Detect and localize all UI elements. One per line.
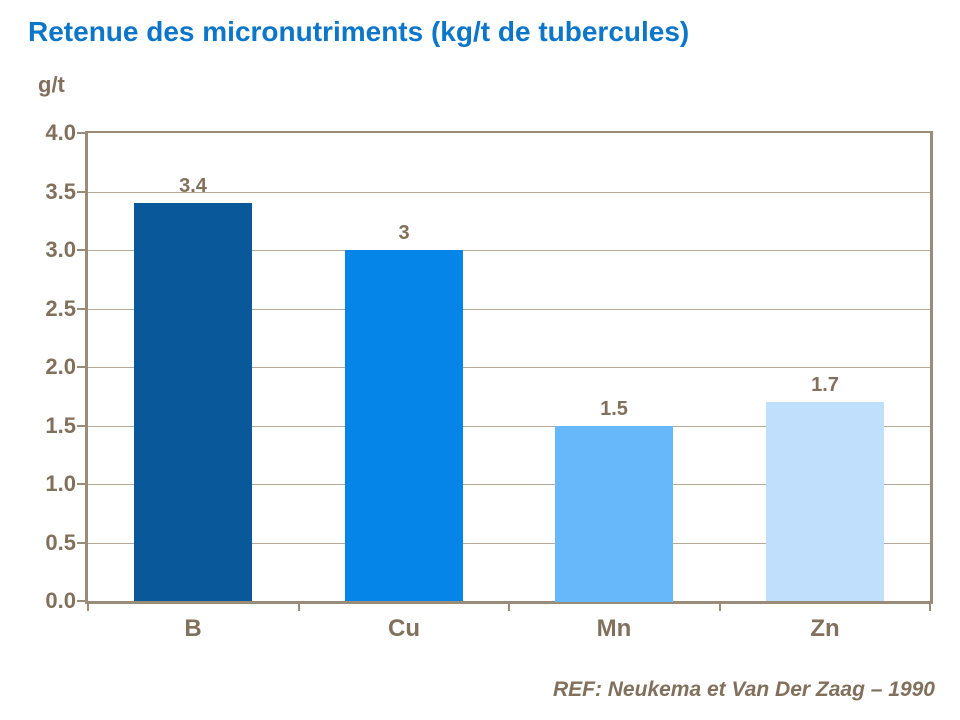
axis-x-bottom <box>85 601 933 604</box>
y-tick-label: 4.0 <box>45 120 76 145</box>
y-tick-mark <box>77 542 85 544</box>
x-category-label: Cu <box>388 615 420 642</box>
x-tick-mark <box>87 604 89 611</box>
plot-border-right <box>930 131 933 604</box>
y-tick-label: 3.5 <box>45 179 76 204</box>
y-tick-mark <box>77 600 85 602</box>
bar-Zn <box>766 402 884 601</box>
y-tick-mark <box>77 191 85 193</box>
y-tick-label: 0.0 <box>45 588 76 613</box>
gridline <box>88 426 930 427</box>
gridline <box>88 367 930 368</box>
x-tick-mark <box>929 604 931 611</box>
bar-value-label: 1.7 <box>811 374 839 396</box>
gridline <box>88 309 930 310</box>
x-tick-mark <box>719 604 721 611</box>
y-tick-label: 0.5 <box>45 530 76 555</box>
gridline <box>88 250 930 251</box>
y-tick-label: 1.5 <box>45 413 76 438</box>
x-category-label: Mn <box>596 615 632 642</box>
y-tick-mark <box>77 425 85 427</box>
bar-B <box>134 203 252 601</box>
y-axis-unit-label: g/t <box>38 72 65 97</box>
bar-value-label: 1.5 <box>600 398 628 420</box>
y-tick-mark <box>77 483 85 485</box>
x-tick-mark <box>508 604 510 611</box>
gridline <box>88 192 930 193</box>
y-tick-mark <box>77 249 85 251</box>
y-tick-label: 2.5 <box>45 296 76 321</box>
gridline <box>88 543 930 544</box>
y-tick-label: 1.0 <box>45 471 76 496</box>
bar-value-label: 3.4 <box>179 175 207 197</box>
x-category-label: Zn <box>810 615 840 642</box>
y-tick-mark <box>77 132 85 134</box>
axis-y-left <box>85 131 88 604</box>
bar-Mn <box>555 426 673 602</box>
gridline <box>88 484 930 485</box>
y-tick-label: 2.0 <box>45 354 76 379</box>
bar-Cu <box>345 250 463 601</box>
chart-title: Retenue des micronutriments (kg/t de tub… <box>28 16 690 47</box>
bar-value-label: 3 <box>398 222 410 244</box>
plot-border-top <box>85 131 933 133</box>
reference-note: REF: Neukema et Van Der Zaag – 1990 <box>552 678 935 701</box>
y-tick-label: 3.0 <box>45 237 76 262</box>
x-tick-mark <box>298 604 300 611</box>
y-tick-mark <box>77 366 85 368</box>
y-tick-mark <box>77 308 85 310</box>
x-category-label: B <box>184 615 202 642</box>
